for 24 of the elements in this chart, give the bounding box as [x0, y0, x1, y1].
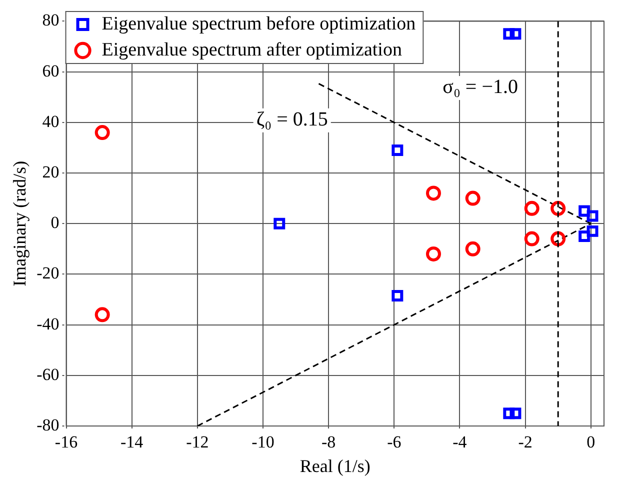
annotation: σ₀ = −1.0	[442, 76, 518, 98]
y-tick-label: -80	[36, 415, 60, 434]
x-axis-title: Real (1/s)	[300, 456, 370, 476]
x-tick-label: -6	[387, 432, 402, 452]
x-tick-label: -16	[54, 432, 78, 452]
legend-label: Eigenvalue spectrum after optimization	[102, 39, 402, 60]
annotation: ζ₀ = 0.15	[256, 108, 328, 131]
y-tick-label: 20	[42, 162, 60, 182]
x-tick-label: -2	[518, 432, 532, 452]
x-tick-label: -12	[186, 432, 209, 452]
y-tick-label: 40	[42, 112, 60, 131]
x-tick-label: 0	[586, 432, 596, 452]
legend-label: Eigenvalue spectrum before optimization	[102, 13, 416, 34]
y-axis-title: Imaginary (rad/s)	[10, 160, 30, 286]
y-tick-label: -40	[36, 314, 60, 334]
y-tick-label: 0	[50, 213, 60, 232]
y-tick-label: -60	[36, 364, 60, 384]
x-tick-label: -10	[252, 432, 274, 452]
y-tick-label: 80	[42, 10, 60, 30]
x-tick-label: -8	[321, 432, 336, 452]
y-tick-label: -20	[36, 264, 60, 283]
x-tick-label: -4	[452, 432, 468, 452]
y-tick-label: 60	[42, 61, 60, 80]
x-tick-label: -14	[120, 432, 144, 452]
